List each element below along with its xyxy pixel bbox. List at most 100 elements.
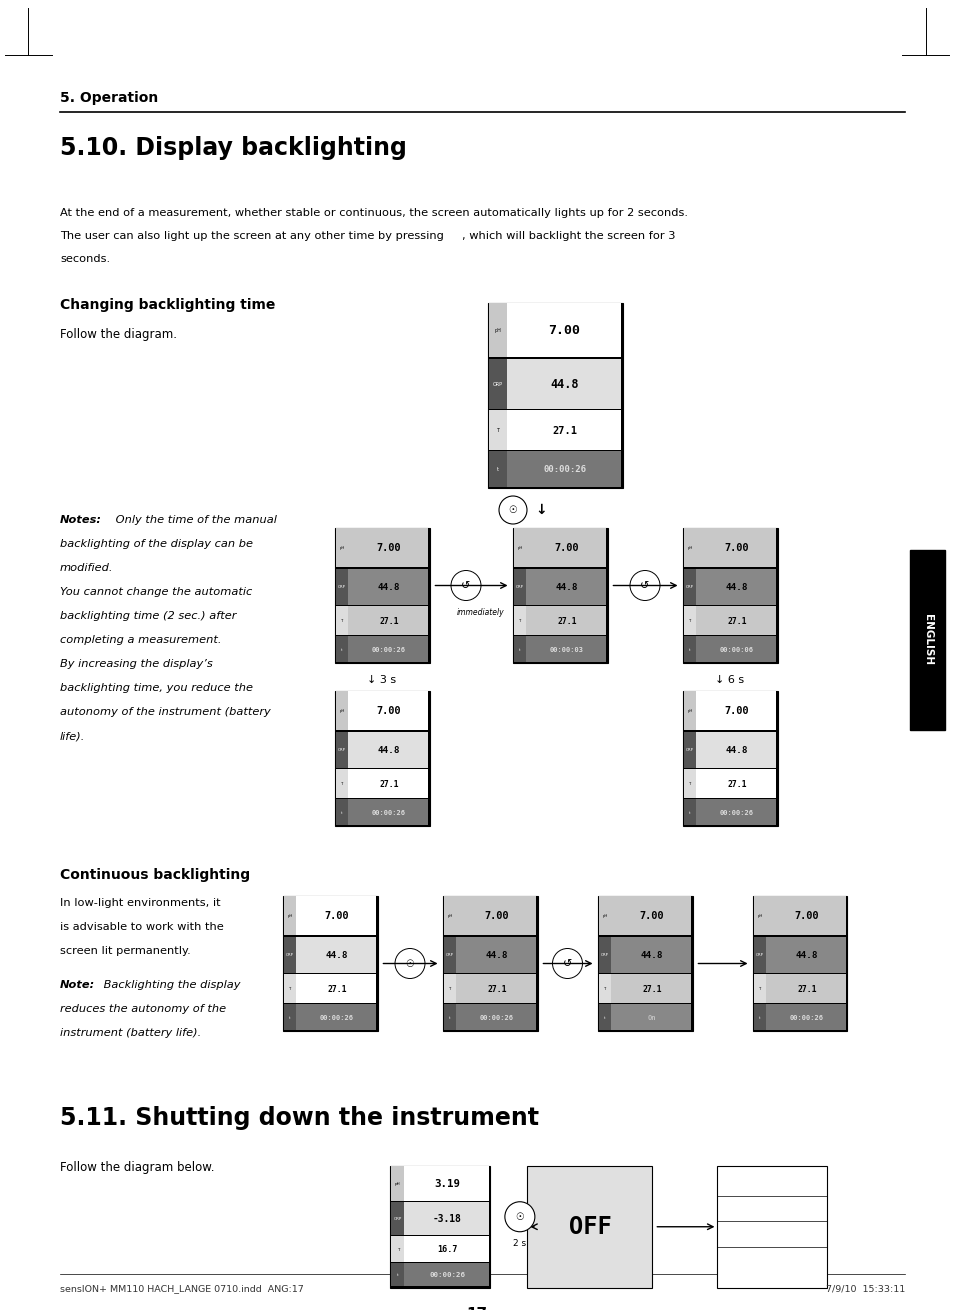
Text: 7.00: 7.00: [376, 544, 400, 553]
Text: ORP: ORP: [685, 586, 693, 590]
Bar: [683, 569, 776, 605]
Bar: [753, 896, 765, 935]
Text: 7.00: 7.00: [794, 912, 819, 921]
Text: 2 s: 2 s: [513, 1239, 526, 1247]
Text: 5.11. Shutting down the instrument: 5.11. Shutting down the instrument: [60, 1106, 538, 1131]
Bar: [335, 528, 428, 567]
Text: ↓: ↓: [535, 503, 546, 517]
Bar: [487, 303, 622, 489]
Text: t: t: [688, 647, 690, 651]
Text: 44.8: 44.8: [377, 583, 399, 592]
Text: pH: pH: [686, 709, 692, 713]
Bar: [683, 690, 696, 731]
Text: 44.8: 44.8: [485, 951, 508, 960]
Bar: [489, 359, 620, 409]
Bar: [597, 896, 692, 1031]
Text: completing a measurement.: completing a measurement.: [60, 635, 221, 645]
Text: 16.7: 16.7: [436, 1246, 456, 1255]
Bar: [391, 1166, 404, 1201]
Text: T: T: [688, 620, 690, 624]
Bar: [391, 1203, 404, 1235]
Text: ↺: ↺: [639, 580, 649, 591]
Text: At the end of a measurement, whether stable or continuous, the screen automatica: At the end of a measurement, whether sta…: [60, 208, 687, 217]
Bar: [753, 975, 765, 1003]
Text: ORP: ORP: [685, 748, 693, 752]
Bar: [443, 1003, 536, 1030]
Bar: [335, 769, 428, 798]
Text: modified.: modified.: [60, 563, 113, 572]
Circle shape: [629, 570, 659, 600]
Bar: [753, 1003, 845, 1030]
Bar: [598, 896, 691, 935]
Bar: [443, 1003, 456, 1030]
Bar: [753, 975, 845, 1003]
Text: T: T: [289, 988, 291, 992]
Text: ☉: ☉: [515, 1212, 524, 1222]
Bar: [683, 690, 776, 731]
Text: pH: pH: [447, 914, 452, 918]
Text: t: t: [497, 466, 498, 472]
Bar: [443, 975, 536, 1003]
Bar: [283, 1003, 295, 1030]
Text: 00:00:26: 00:00:26: [319, 1014, 354, 1020]
Text: autonomy of the instrument (battery: autonomy of the instrument (battery: [60, 707, 271, 717]
Text: ☉: ☉: [508, 504, 517, 515]
Bar: [683, 569, 696, 605]
Bar: [335, 769, 348, 798]
Text: ORP: ORP: [755, 954, 763, 958]
Text: 27.1: 27.1: [327, 985, 346, 994]
Bar: [717, 1166, 826, 1288]
Text: T: T: [396, 1248, 398, 1252]
Bar: [335, 690, 348, 731]
Text: 7.00: 7.00: [376, 706, 400, 717]
Text: ORP: ORP: [394, 1217, 401, 1221]
Text: On: On: [647, 1014, 656, 1020]
Bar: [391, 1237, 404, 1262]
Bar: [335, 607, 348, 635]
Text: 5.10. Display backlighting: 5.10. Display backlighting: [60, 136, 406, 160]
Text: T: T: [603, 988, 605, 992]
Bar: [335, 528, 429, 663]
Bar: [489, 303, 620, 358]
Bar: [489, 410, 620, 449]
Text: t: t: [341, 647, 342, 651]
Bar: [598, 937, 691, 973]
Text: backlighting of the display can be: backlighting of the display can be: [60, 538, 253, 549]
Text: 7.00: 7.00: [723, 544, 748, 553]
Bar: [683, 607, 696, 635]
Bar: [489, 410, 506, 449]
Bar: [489, 451, 620, 486]
Text: 44.8: 44.8: [795, 951, 817, 960]
Text: By increasing the display’s: By increasing the display’s: [60, 659, 213, 669]
Text: t: t: [396, 1273, 398, 1277]
Text: pH: pH: [395, 1182, 400, 1187]
Text: ORP: ORP: [445, 954, 454, 958]
Text: t: t: [518, 647, 520, 651]
Circle shape: [451, 570, 480, 600]
Text: 00:00:26: 00:00:26: [372, 647, 405, 652]
Bar: [489, 359, 506, 409]
Text: T: T: [758, 988, 760, 992]
Bar: [683, 731, 696, 768]
Bar: [513, 528, 525, 567]
Bar: [283, 1003, 375, 1030]
Text: 44.8: 44.8: [377, 745, 399, 755]
Bar: [683, 528, 696, 567]
Text: T: T: [340, 782, 343, 786]
Bar: [335, 690, 428, 731]
Text: OFF: OFF: [568, 1214, 611, 1239]
Bar: [443, 975, 456, 1003]
Bar: [683, 635, 696, 662]
Text: Continuous backlighting: Continuous backlighting: [60, 869, 250, 882]
Bar: [683, 799, 696, 825]
Text: life).: life).: [60, 731, 85, 741]
Text: pH: pH: [287, 914, 293, 918]
Bar: [598, 1003, 610, 1030]
Bar: [335, 690, 429, 827]
Text: ☉: ☉: [405, 959, 414, 968]
Text: 7.00: 7.00: [639, 912, 663, 921]
Bar: [391, 1237, 488, 1262]
Text: 17: 17: [466, 1307, 487, 1310]
Text: is advisable to work with the: is advisable to work with the: [60, 922, 224, 931]
Text: The user can also light up the screen at any other time by pressing     , which : The user can also light up the screen at…: [60, 231, 675, 241]
